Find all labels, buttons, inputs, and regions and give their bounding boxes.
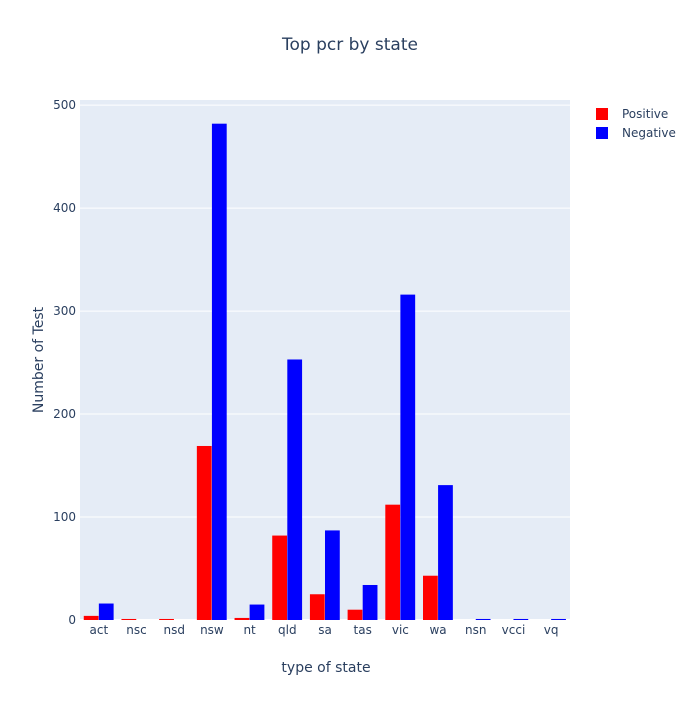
bar-positive-nsc[interactable] — [121, 618, 137, 620]
x-tick-label: nsn — [465, 623, 486, 637]
y-tick-label: 500 — [53, 98, 76, 112]
x-axis-label: type of state — [281, 660, 370, 676]
y-tick-label: 100 — [53, 510, 76, 524]
bar-negative-qld[interactable] — [287, 359, 303, 620]
bar-positive-nt[interactable] — [234, 617, 250, 620]
bar-negative-wa[interactable] — [438, 485, 453, 620]
bar-negative-tas[interactable] — [362, 584, 378, 620]
y-tick-label: 300 — [53, 304, 76, 318]
x-tick-label: wa — [429, 623, 446, 637]
bar-positive-qld[interactable] — [272, 535, 288, 620]
y-axis-ticks: 0 100 200 300 400 500 — [53, 98, 76, 627]
bar-positive-nsw[interactable] — [196, 445, 212, 620]
bar-positive-nsd[interactable] — [159, 618, 174, 620]
x-axis-ticks: act nsc nsd nsw nt qld sa tas vic wa nsn vcci vq — [90, 623, 559, 637]
x-tick-label: vic — [392, 623, 409, 637]
bar-positive-sa[interactable] — [309, 594, 325, 620]
bar-positive-vic[interactable] — [385, 504, 401, 620]
bar-negative-nsw[interactable] — [211, 123, 227, 620]
y-tick-label: 200 — [53, 407, 76, 421]
bar-positive-act[interactable] — [83, 615, 99, 620]
legend-swatch-negative[interactable] — [596, 127, 608, 139]
legend-swatch-positive[interactable] — [596, 108, 608, 120]
bar-negative-act[interactable] — [98, 603, 114, 620]
x-tick-label: nsd — [163, 623, 184, 637]
y-tick-label: 0 — [68, 613, 76, 627]
bar-negative-sa[interactable] — [325, 530, 340, 620]
legend-label-negative[interactable]: Negative — [622, 126, 676, 140]
x-tick-label: nt — [243, 623, 256, 637]
bar-negative-vcci[interactable] — [513, 618, 529, 620]
x-tick-label: sa — [318, 623, 332, 637]
x-tick-label: nsc — [126, 623, 146, 637]
bar-negative-vic[interactable] — [400, 294, 416, 620]
bar-positive-tas[interactable] — [347, 609, 363, 620]
x-tick-label: tas — [354, 623, 372, 637]
chart-title: Top pcr by state — [281, 35, 418, 55]
x-tick-label: nsw — [200, 623, 224, 637]
bar-negative-nsn[interactable] — [475, 618, 491, 620]
legend: Positive Negative — [596, 107, 676, 140]
legend-label-positive[interactable]: Positive — [622, 107, 668, 121]
x-tick-label: vcci — [502, 623, 526, 637]
y-axis-label: Number of Test — [31, 306, 47, 413]
bar-negative-nt[interactable] — [249, 604, 265, 620]
x-tick-label: act — [90, 623, 109, 637]
bar-negative-vq[interactable] — [551, 618, 566, 620]
x-tick-label: vq — [544, 623, 559, 637]
bars — [83, 123, 566, 620]
bar-positive-wa[interactable] — [423, 575, 438, 620]
y-tick-label: 400 — [53, 201, 76, 215]
x-tick-label: qld — [278, 623, 297, 637]
